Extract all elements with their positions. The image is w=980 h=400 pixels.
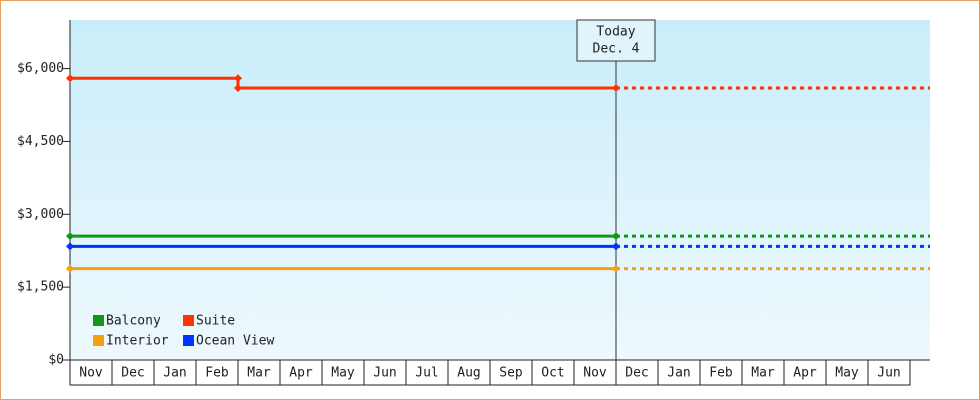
x-tick-box: [657, 359, 701, 386]
x-tick-label: Feb: [709, 366, 733, 381]
x-tick-label: Jan: [163, 366, 186, 381]
today-date: Dec. 4: [593, 42, 640, 57]
legend-swatch: [183, 335, 194, 346]
x-tick-label: Aug: [457, 366, 480, 381]
x-tick-label: Nov: [583, 366, 607, 381]
x-tick-box: [111, 359, 155, 386]
x-tick-label: Sep: [499, 366, 523, 381]
x-tick-label: Dec: [121, 366, 144, 381]
x-tick-label: Jun: [373, 366, 396, 381]
x-tick-box: [825, 359, 869, 386]
x-tick-label: Nov: [79, 366, 103, 381]
point: [234, 74, 242, 83]
x-tick-box: [531, 359, 575, 386]
y-tick-label: $3,000: [17, 207, 64, 222]
x-tick-label: Apr: [289, 366, 313, 381]
y-tick-label: $0: [48, 353, 64, 368]
legend-swatch: [93, 315, 104, 326]
legend-label: Suite: [196, 314, 235, 329]
x-tick-box: [783, 359, 827, 386]
point: [66, 242, 74, 251]
legend-swatch: [183, 315, 194, 326]
x-tick-label: Jun: [877, 366, 900, 381]
point: [66, 264, 74, 273]
x-tick-box: [447, 359, 491, 386]
x-tick-label: Feb: [205, 366, 229, 381]
x-tick-box: [237, 359, 281, 386]
point: [66, 74, 74, 83]
x-tick-label: Dec: [625, 366, 648, 381]
point: [612, 242, 620, 251]
legend-label: Balcony: [106, 314, 161, 329]
y-tick-label: $4,500: [17, 134, 64, 149]
y-tick-label: $1,500: [17, 280, 64, 295]
point: [612, 84, 620, 92]
y-tick-label: $6,000: [17, 61, 64, 76]
point: [612, 232, 620, 241]
x-tick-box: [195, 359, 239, 386]
today-title: Today: [596, 25, 635, 40]
legend-label: Ocean View: [196, 334, 274, 349]
legend-swatch: [93, 335, 104, 346]
x-tick-box: [363, 359, 407, 386]
x-tick-label: Jul: [415, 366, 438, 381]
x-tick-box: [699, 359, 743, 386]
x-tick-box: [867, 359, 911, 386]
x-tick-label: May: [331, 366, 355, 381]
legend-label: Interior: [106, 334, 169, 349]
x-tick-label: May: [835, 366, 859, 381]
x-tick-label: Jan: [667, 366, 690, 381]
x-tick-box: [153, 359, 197, 386]
today-box: [576, 19, 656, 62]
x-tick-box: [69, 359, 113, 386]
x-tick-label: Mar: [751, 366, 775, 381]
plot-area: [70, 20, 930, 360]
x-tick-label: Mar: [247, 366, 271, 381]
x-tick-label: Apr: [793, 366, 817, 381]
point: [66, 232, 74, 241]
point: [234, 84, 242, 92]
point: [612, 264, 620, 273]
x-tick-box: [573, 359, 617, 386]
x-tick-label: Oct: [541, 366, 564, 381]
